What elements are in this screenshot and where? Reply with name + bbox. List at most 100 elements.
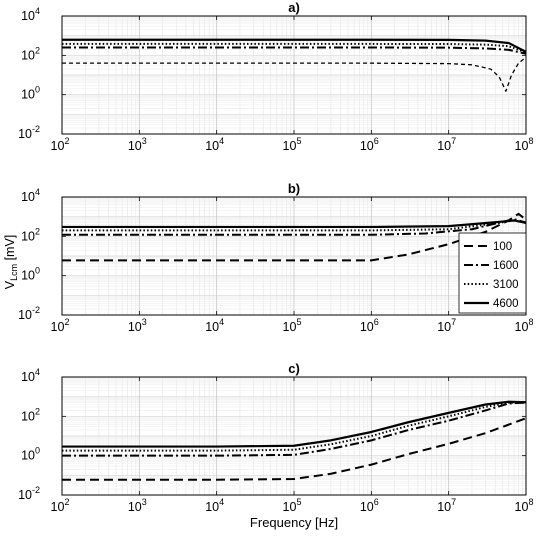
tick-exponent: 3	[142, 497, 147, 507]
tick-base: 10	[51, 500, 65, 514]
x-tick-label: 107	[437, 497, 456, 514]
tick-exponent: 6	[374, 497, 379, 507]
tick-base: 10	[437, 320, 451, 334]
tick-exponent: 5	[296, 497, 301, 507]
series-line-1	[62, 56, 526, 92]
tick-exponent: 7	[451, 497, 456, 507]
x-tick-label: 102	[51, 497, 70, 514]
tick-exponent: 3	[142, 317, 147, 327]
x-tick-label: 108	[515, 317, 534, 334]
tick-base: 10	[21, 48, 35, 62]
legend-label-100: 100	[493, 241, 512, 253]
tick-base: 10	[18, 488, 32, 502]
x-tick-label: 103	[128, 497, 147, 514]
tick-base: 10	[128, 500, 142, 514]
y-tick-label: 10-2	[18, 485, 40, 502]
grid	[61, 15, 527, 134]
x-tick-label: 106	[360, 497, 379, 514]
tick-base: 10	[360, 320, 374, 334]
tick-exponent: 8	[528, 136, 533, 146]
tick-exponent: -2	[32, 305, 40, 315]
tick-base: 10	[283, 139, 297, 153]
tick-exponent: 2	[35, 226, 40, 236]
tick-exponent: 3	[142, 136, 147, 146]
x-tick-label: 102	[51, 136, 70, 153]
y-tick-label: 104	[21, 367, 40, 384]
tick-exponent: 4	[219, 136, 224, 146]
tick-exponent: -2	[32, 485, 40, 495]
y-tick-label: 102	[21, 45, 40, 62]
x-tick-label: 102	[51, 317, 70, 334]
tick-base: 10	[21, 269, 35, 283]
tick-base: 10	[515, 500, 529, 514]
tick-base: 10	[51, 320, 65, 334]
tick-exponent: 5	[296, 136, 301, 146]
x-axis-label: Frequency [Hz]	[250, 515, 338, 530]
x-tick-label: 103	[128, 136, 147, 153]
tick-exponent: 6	[374, 136, 379, 146]
x-tick-label: 104	[205, 136, 224, 153]
tick-base: 10	[18, 127, 32, 141]
x-tick-label: 107	[437, 136, 456, 153]
tick-exponent: 5	[296, 317, 301, 327]
x-tick-label: 106	[360, 136, 379, 153]
x-tick-label: 106	[360, 317, 379, 334]
tick-base: 10	[205, 500, 219, 514]
tick-base: 10	[51, 139, 65, 153]
tick-base: 10	[21, 449, 35, 463]
tick-base: 10	[360, 500, 374, 514]
y-axis-label: VLcm [mV]	[3, 235, 19, 290]
tick-base: 10	[21, 9, 35, 23]
legend-label-3100: 3100	[493, 279, 519, 291]
tick-base: 10	[21, 409, 35, 423]
tick-exponent: 0	[35, 266, 40, 276]
tick-base: 10	[437, 500, 451, 514]
x-tick-label: 105	[283, 136, 302, 153]
tick-exponent: 0	[35, 446, 40, 456]
tick-exponent: 8	[528, 317, 533, 327]
legend: 100 1600 3100 4600	[458, 232, 527, 314]
tick-base: 10	[205, 139, 219, 153]
panel-title: c)	[288, 361, 300, 376]
tick-exponent: 4	[35, 6, 40, 16]
tick-exponent: 6	[374, 317, 379, 327]
tick-base: 10	[18, 308, 32, 322]
tick-base: 10	[21, 229, 35, 243]
tick-base: 10	[360, 139, 374, 153]
x-tick-label: 105	[283, 317, 302, 334]
tick-base: 10	[437, 139, 451, 153]
tick-base: 10	[283, 320, 297, 334]
x-tick-label: 104	[205, 317, 224, 334]
series-line-2	[62, 401, 526, 457]
series-group	[62, 38, 526, 92]
y-tick-label: 10-2	[18, 124, 40, 141]
tick-exponent: 2	[35, 45, 40, 55]
y-tick-label: 100	[21, 266, 40, 283]
x-tick-label: 105	[283, 497, 302, 514]
tick-exponent: 8	[528, 497, 533, 507]
legend-label-4600: 4600	[493, 298, 519, 310]
series-line-4	[62, 400, 526, 448]
tick-exponent: 0	[35, 85, 40, 95]
tick-exponent: 2	[35, 406, 40, 416]
x-tick-label: 103	[128, 317, 147, 334]
x-tick-label: 108	[515, 136, 534, 153]
series-line-4	[62, 38, 526, 53]
x-tick-label: 108	[515, 497, 534, 514]
tick-base: 10	[21, 88, 35, 102]
tick-base: 10	[128, 139, 142, 153]
tick-base: 10	[21, 190, 35, 204]
tick-exponent: 7	[451, 317, 456, 327]
tick-exponent: 4	[219, 317, 224, 327]
series-line-2	[62, 46, 526, 55]
y-tick-label: 100	[21, 85, 40, 102]
series-line-3	[62, 401, 526, 452]
series-line-1	[62, 417, 526, 481]
tick-exponent: -2	[32, 124, 40, 134]
y-tick-label: 104	[21, 6, 40, 23]
